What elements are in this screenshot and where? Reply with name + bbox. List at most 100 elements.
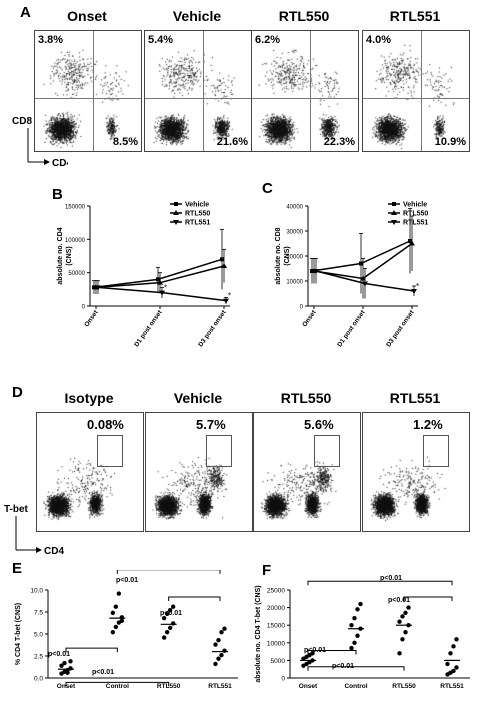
y-tick-label: 7.5 <box>34 610 43 617</box>
dot-plot-0: 0.08% <box>36 412 144 532</box>
quadrant-line-horizontal <box>35 98 141 100</box>
data-point <box>170 621 176 626</box>
y-axis-label: absolute no. CD4 T-bet (CNS) <box>255 585 262 682</box>
y-tick-label: 0 <box>300 305 304 311</box>
panel-f-label: F <box>262 562 272 579</box>
lower-right-percent: 21.6% <box>216 136 248 148</box>
dot-plot-2: 5.6% <box>253 412 361 532</box>
legend-label: Vehicle <box>185 202 209 209</box>
y-tick-label: 100000 <box>65 238 86 244</box>
cd4-axis-label: CD4 <box>52 158 68 169</box>
data-point <box>403 610 408 616</box>
significance-bracket <box>307 650 357 655</box>
panel-f-chart: 0 5000 10000 15000 20000 25000 absolute no. CD… <box>255 575 470 690</box>
x-tick-label: RTL551 <box>440 683 464 690</box>
dot-plot-1: 5.7% <box>145 412 253 532</box>
significance-bracket <box>307 580 453 586</box>
gate-percent: 0.08% <box>87 417 124 432</box>
legend-marker <box>392 202 396 206</box>
data-point <box>164 611 170 616</box>
p-value-label: p<0.01 <box>92 669 114 676</box>
data-point <box>362 281 368 287</box>
data-point <box>310 651 315 656</box>
data-point <box>400 637 405 642</box>
dot-plot-1: 5.4% 21.6% <box>144 30 252 152</box>
significance-asterisk: * <box>416 282 419 291</box>
legend-marker <box>173 220 179 225</box>
quadrant-line-horizontal <box>363 98 469 100</box>
y-tick-label: 0 <box>82 305 86 311</box>
data-point <box>110 630 116 635</box>
gate-percent: 1.2% <box>413 417 443 432</box>
dot-plot-points-3 <box>363 413 469 531</box>
data-point <box>161 615 167 621</box>
gate-box <box>97 435 123 467</box>
plot-title-2: RTL550 <box>280 390 332 406</box>
upper-left-percent: 4.0% <box>366 34 392 46</box>
dot-plot-0: 3.8% 8.5% <box>34 30 142 152</box>
data-point <box>119 618 125 623</box>
data-point <box>170 604 176 609</box>
significance-bracket <box>65 647 118 653</box>
data-point <box>451 644 456 649</box>
y-tick-label: 5.0 <box>34 632 43 639</box>
p-value-label: p<0.01 <box>116 577 138 584</box>
p-value-label: p<0.01 <box>388 597 410 604</box>
significance-bracket <box>65 681 170 687</box>
panel-e-label: E <box>12 560 23 577</box>
dot-plot-3: 4.0% 10.9% <box>362 30 470 152</box>
p-value-label: p<0.01 <box>160 610 182 617</box>
plot-title-3: RTL551 <box>389 390 441 406</box>
y-tick-label: 20000 <box>267 605 285 612</box>
data-point <box>213 642 218 647</box>
data-point <box>223 298 229 304</box>
data-point <box>219 652 224 658</box>
x-tick-label: Control <box>106 683 129 690</box>
panel-c-label: C <box>262 180 273 197</box>
panel-b-label: B <box>52 186 63 203</box>
data-point <box>92 285 96 290</box>
plot-title-2: RTL550 <box>278 8 330 24</box>
panel-c-chart: 0 10000 20000 30000 40000 absolute no. CD8 (CN… <box>275 202 428 349</box>
significance-asterisk: * <box>228 292 231 301</box>
data-point <box>360 275 366 281</box>
significance-bracket <box>116 570 221 574</box>
y-tick-label: 50000 <box>68 271 85 277</box>
p-value-label: p<0.01 <box>304 647 326 654</box>
legend-label: RTL550 <box>403 211 428 218</box>
quadrant-line-horizontal <box>145 98 251 100</box>
lower-right-percent: 22.3% <box>323 136 355 148</box>
y-axis-label: % CD4 T-bet (CNS) <box>15 603 22 665</box>
gate-box <box>423 435 449 467</box>
data-point <box>397 619 402 624</box>
upper-left-percent: 5.4% <box>148 34 174 46</box>
upper-left-percent: 6.2% <box>255 34 281 46</box>
plot-title-0: Onset <box>67 8 107 24</box>
quadrant-line-vertical <box>310 31 312 151</box>
y-tick-label: 10.0 <box>30 588 43 595</box>
data-point <box>62 660 67 666</box>
significance-asterisk: * <box>164 284 167 293</box>
data-point <box>110 610 116 616</box>
data-point <box>222 626 227 631</box>
legend-label: RTL551 <box>185 220 210 227</box>
y-tick-label: 0 <box>281 676 285 683</box>
gate-box <box>206 435 232 467</box>
plot-title-0: Isotype <box>64 390 114 406</box>
plot-title-1: Vehicle <box>173 390 223 406</box>
y-tick-label: 150000 <box>65 205 86 211</box>
data-point <box>59 663 64 668</box>
data-point <box>397 651 402 656</box>
legend-marker <box>391 220 397 225</box>
x-tick-label: Onset <box>83 308 100 328</box>
dot-plot-points-2 <box>254 413 360 531</box>
x-tick-label: D3 post onset <box>197 308 228 348</box>
legend-label: Vehicle <box>403 202 427 209</box>
dot-plot-points-1 <box>145 31 251 151</box>
gate-percent: 5.7% <box>196 417 226 432</box>
data-point <box>454 637 459 642</box>
x-tick-label: D1 post onset <box>336 308 367 348</box>
dot-plot-3: 1.2% <box>362 412 470 532</box>
data-point <box>156 277 160 282</box>
plot-title-1: Vehicle <box>172 8 222 24</box>
